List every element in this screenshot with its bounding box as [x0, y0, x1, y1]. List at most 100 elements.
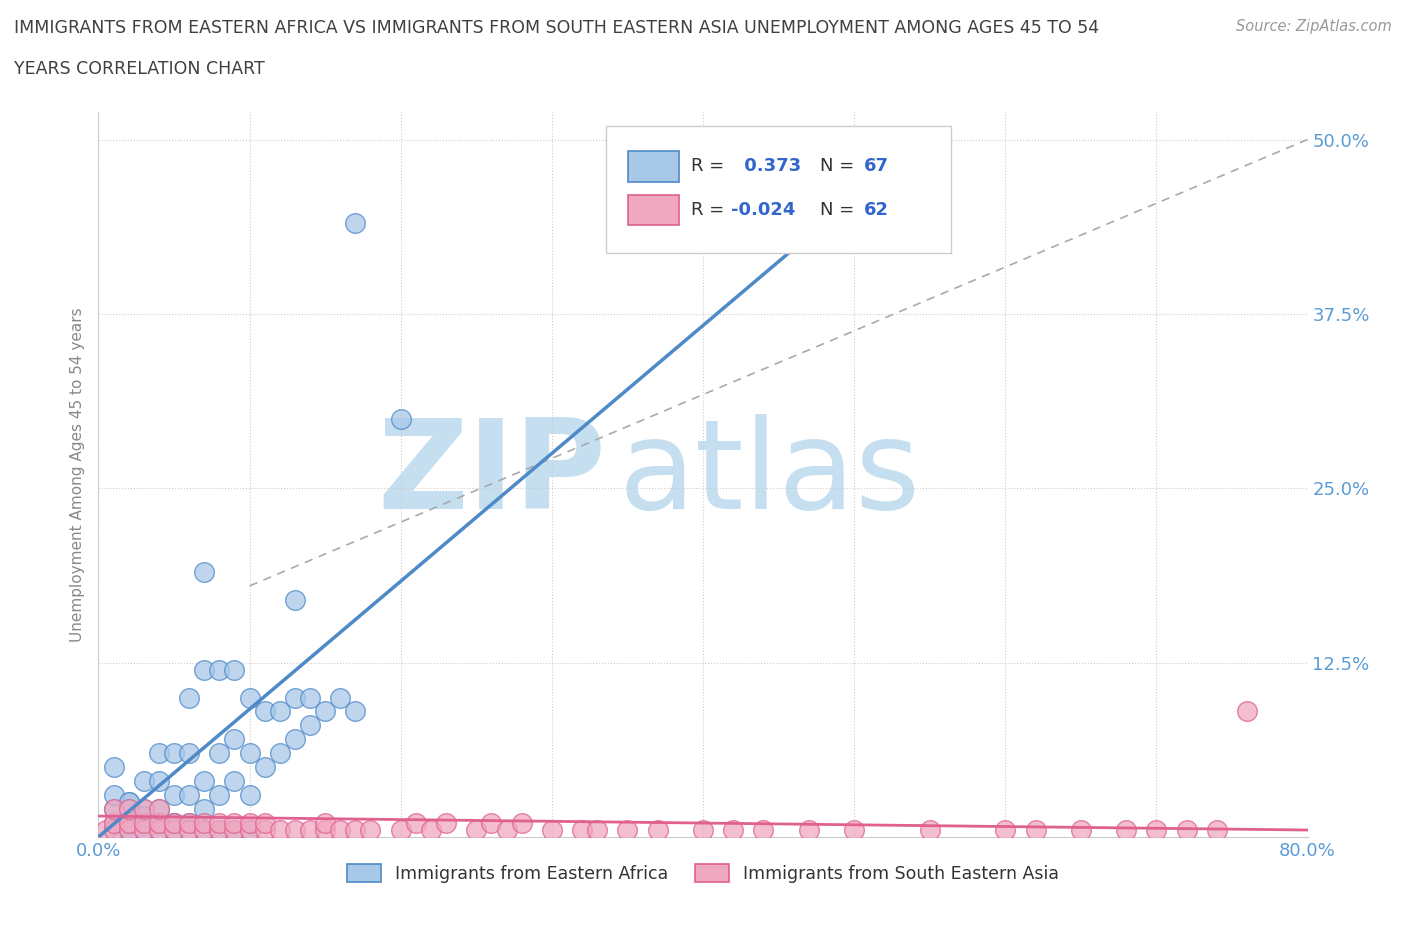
Y-axis label: Unemployment Among Ages 45 to 54 years: Unemployment Among Ages 45 to 54 years	[70, 307, 86, 642]
Point	[299, 823, 322, 838]
Point	[103, 823, 125, 838]
Point	[797, 823, 820, 838]
Point	[103, 788, 125, 803]
Point	[420, 823, 443, 838]
Point	[239, 823, 262, 838]
Point	[918, 823, 941, 838]
Point	[163, 816, 186, 830]
Text: IMMIGRANTS FROM EASTERN AFRICA VS IMMIGRANTS FROM SOUTH EASTERN ASIA UNEMPLOYMEN: IMMIGRANTS FROM EASTERN AFRICA VS IMMIGR…	[14, 19, 1099, 36]
Point	[1070, 823, 1092, 838]
Point	[208, 662, 231, 677]
Point	[163, 816, 186, 830]
Point	[148, 823, 170, 838]
Point	[163, 823, 186, 838]
Point	[103, 802, 125, 817]
Point	[103, 760, 125, 775]
Point	[132, 802, 155, 817]
Point	[284, 690, 307, 705]
Point	[118, 794, 141, 809]
Point	[118, 816, 141, 830]
Point	[481, 816, 503, 830]
Point	[193, 823, 215, 838]
Point	[389, 411, 412, 426]
Point	[118, 816, 141, 830]
Point	[1206, 823, 1229, 838]
Point	[239, 816, 262, 830]
Text: YEARS CORRELATION CHART: YEARS CORRELATION CHART	[14, 60, 264, 78]
Point	[132, 802, 155, 817]
Point	[647, 823, 669, 838]
Point	[571, 823, 593, 838]
Point	[224, 816, 246, 830]
FancyBboxPatch shape	[628, 195, 679, 225]
Point	[148, 816, 170, 830]
Point	[132, 823, 155, 838]
Point	[284, 592, 307, 607]
Text: N =: N =	[820, 157, 860, 175]
Point	[118, 802, 141, 817]
Point	[224, 662, 246, 677]
Point	[314, 704, 336, 719]
Point	[389, 823, 412, 838]
Text: atlas: atlas	[619, 414, 921, 535]
Point	[118, 823, 141, 838]
Point	[193, 802, 215, 817]
Point	[344, 704, 367, 719]
Point	[434, 816, 457, 830]
Point	[179, 823, 201, 838]
Point	[224, 774, 246, 789]
Point	[118, 794, 141, 809]
Point	[586, 823, 609, 838]
Point	[253, 816, 276, 830]
Point	[360, 823, 382, 838]
Point	[253, 760, 276, 775]
Point	[193, 565, 215, 579]
Point	[269, 704, 291, 719]
Point	[616, 823, 638, 838]
Point	[132, 823, 155, 838]
Point	[299, 690, 322, 705]
Point	[284, 732, 307, 747]
Point	[148, 746, 170, 761]
Point	[179, 690, 201, 705]
Point	[148, 823, 170, 838]
Text: -0.024: -0.024	[731, 201, 796, 219]
Point	[269, 823, 291, 838]
Point	[314, 823, 336, 838]
Point	[405, 816, 427, 830]
Point	[103, 823, 125, 838]
Point	[193, 774, 215, 789]
Point	[132, 774, 155, 789]
Point	[465, 823, 488, 838]
Point	[208, 823, 231, 838]
Point	[118, 823, 141, 838]
Point	[179, 823, 201, 838]
Point	[329, 823, 352, 838]
Point	[132, 816, 155, 830]
Point	[118, 802, 141, 817]
Point	[344, 216, 367, 231]
Point	[224, 823, 246, 838]
Point	[148, 802, 170, 817]
Point	[314, 816, 336, 830]
Text: ZIP: ZIP	[378, 414, 606, 535]
Point	[253, 704, 276, 719]
Point	[103, 816, 125, 830]
Point	[103, 816, 125, 830]
Point	[239, 690, 262, 705]
Point	[103, 802, 125, 817]
Point	[239, 746, 262, 761]
Point	[163, 816, 186, 830]
Point	[208, 823, 231, 838]
Point	[239, 823, 262, 838]
Point	[1175, 823, 1198, 838]
Text: 67: 67	[863, 157, 889, 175]
Point	[179, 746, 201, 761]
Point	[224, 823, 246, 838]
Point	[224, 732, 246, 747]
Point	[752, 823, 775, 838]
Point	[844, 823, 866, 838]
Point	[132, 809, 155, 824]
Point	[284, 823, 307, 838]
Point	[118, 802, 141, 817]
